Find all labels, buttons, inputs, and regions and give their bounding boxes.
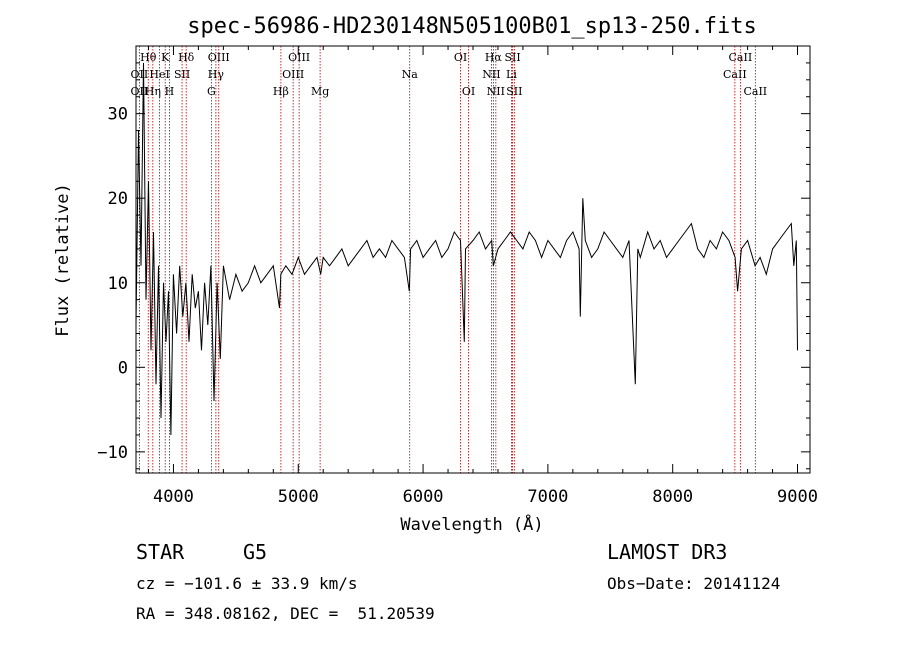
object-class: STAR bbox=[136, 540, 185, 564]
chart-title: spec-56986-HD230148N505100B01_sp13-250.f… bbox=[187, 14, 757, 39]
y-tick-label: 10 bbox=[108, 274, 128, 294]
object-subclass: G5 bbox=[243, 540, 268, 564]
coordinates: RA = 348.08162, DEC = 51.20539 bbox=[136, 604, 435, 623]
spectrum-series-line bbox=[135, 62, 798, 436]
y-axis-ticks: −10 0 10 20 30 bbox=[97, 62, 810, 470]
survey-name: LAMOST DR3 bbox=[607, 540, 728, 564]
y-axis-label: Flux (relative) bbox=[53, 183, 73, 337]
spectral-line-label: OI bbox=[454, 51, 467, 64]
spectral-line-label: NII bbox=[487, 85, 505, 98]
spectral-line-label: NII bbox=[482, 68, 500, 81]
plot-frame bbox=[135, 45, 811, 474]
spectral-line-label: Hδ bbox=[178, 51, 195, 64]
x-tick-label: 9000 bbox=[777, 487, 818, 507]
spectral-line-label: CaII bbox=[729, 51, 753, 64]
spectral-line-label: K bbox=[161, 51, 170, 64]
spectral-line-label: Hη bbox=[145, 85, 161, 98]
spectral-line-label: OIII bbox=[208, 51, 230, 64]
spectral-line-label: Hγ bbox=[208, 68, 225, 81]
y-tick-label: 20 bbox=[108, 189, 128, 209]
observation-date: Obs−Date: 20141124 bbox=[607, 574, 781, 593]
spectral-line-label: CaII bbox=[743, 85, 767, 98]
spectral-line-label: SII bbox=[174, 68, 190, 81]
spectral-line-markers bbox=[138, 46, 756, 473]
x-tick-label: 7000 bbox=[527, 487, 568, 507]
spectral-line-label: Hθ bbox=[140, 51, 157, 64]
spectral-line-label: Na bbox=[402, 68, 419, 81]
spectral-line-label: G bbox=[207, 85, 216, 98]
spectral-line-label: H bbox=[165, 85, 175, 98]
spectral-line-label: Li bbox=[506, 68, 517, 81]
spectral-line-label: Hβ bbox=[273, 85, 289, 98]
spectral-line-label: SII bbox=[504, 51, 520, 64]
y-tick-label: 30 bbox=[108, 105, 128, 125]
spectral-line-label: SII bbox=[506, 85, 522, 98]
spectral-line-label: OIII bbox=[282, 68, 304, 81]
x-tick-label: 8000 bbox=[652, 487, 693, 507]
y-tick-label: 0 bbox=[118, 358, 128, 378]
x-axis-label: Wavelength (Å) bbox=[400, 513, 543, 535]
spectral-line-label: OII bbox=[131, 68, 149, 81]
spectral-line-label: OIII bbox=[288, 51, 310, 64]
spectral-line-label: Hα bbox=[485, 51, 503, 64]
spectral-line-label: Mg bbox=[311, 85, 329, 98]
x-axis-ticks: 4000 5000 6000 7000 8000 9000 bbox=[147, 46, 818, 507]
spectral-line-label: HeI bbox=[149, 68, 169, 81]
spectral-line-label: CaII bbox=[723, 68, 747, 81]
x-tick-label: 4000 bbox=[153, 487, 194, 507]
x-tick-label: 6000 bbox=[403, 487, 444, 507]
x-tick-label: 5000 bbox=[278, 487, 319, 507]
y-tick-label: −10 bbox=[97, 443, 128, 463]
redshift-cz: cz = −101.6 ± 33.9 km/s bbox=[136, 574, 358, 593]
spectral-line-label: OI bbox=[462, 85, 475, 98]
